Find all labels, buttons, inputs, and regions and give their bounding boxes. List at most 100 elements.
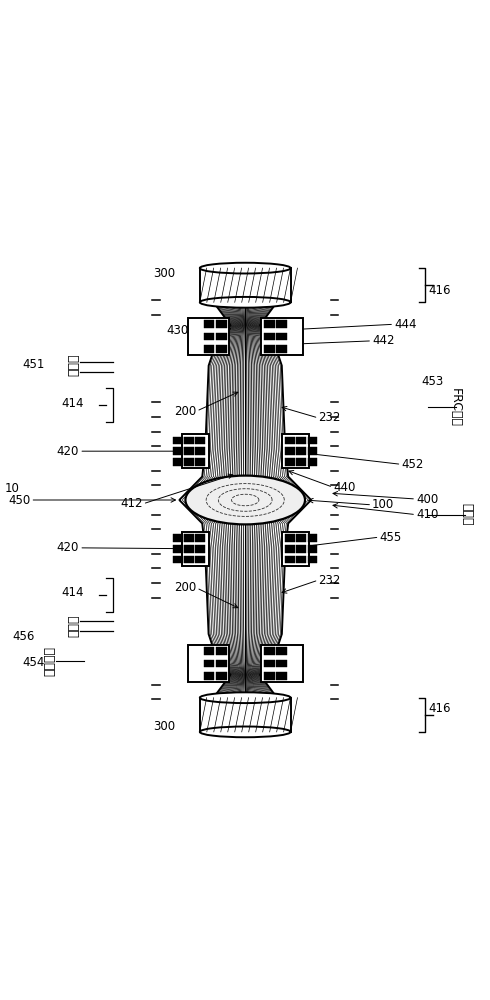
Text: 454: 454 xyxy=(23,656,45,669)
Bar xyxy=(200,268,291,302)
Bar xyxy=(173,534,183,542)
Text: 420: 420 xyxy=(57,445,79,458)
Ellipse shape xyxy=(200,263,291,273)
Bar xyxy=(296,545,306,553)
Bar xyxy=(264,647,274,655)
Bar xyxy=(285,556,295,563)
Bar xyxy=(196,458,205,466)
Bar xyxy=(296,458,306,466)
Text: 451: 451 xyxy=(23,358,45,371)
Text: 444: 444 xyxy=(394,318,416,331)
Text: 430: 430 xyxy=(167,324,189,337)
Text: 300: 300 xyxy=(153,720,176,733)
Text: 分界面: 分界面 xyxy=(67,353,80,376)
Ellipse shape xyxy=(200,692,291,703)
Text: 边缘层: 边缘层 xyxy=(67,615,80,637)
Bar xyxy=(182,434,209,468)
Bar xyxy=(204,647,215,655)
Text: 452: 452 xyxy=(401,458,424,471)
Text: 100: 100 xyxy=(372,498,394,511)
Text: 414: 414 xyxy=(62,397,84,410)
Text: 414: 414 xyxy=(62,586,84,599)
Bar xyxy=(296,556,306,563)
Bar xyxy=(216,672,227,680)
Bar xyxy=(276,647,287,655)
Bar xyxy=(296,447,306,455)
Bar xyxy=(264,672,274,680)
Bar xyxy=(184,545,194,553)
Text: 10: 10 xyxy=(5,482,20,495)
Bar xyxy=(182,532,209,566)
Bar xyxy=(196,447,205,455)
Bar xyxy=(184,556,194,563)
Bar xyxy=(308,556,318,563)
Bar xyxy=(296,437,306,444)
Text: 300: 300 xyxy=(153,267,176,280)
Text: 400: 400 xyxy=(416,493,439,506)
Text: 410: 410 xyxy=(416,508,439,521)
Bar xyxy=(216,660,227,667)
Bar xyxy=(276,660,287,667)
Text: 排放射流: 排放射流 xyxy=(44,646,56,676)
Bar xyxy=(285,534,295,542)
Bar xyxy=(261,318,303,355)
Text: 453: 453 xyxy=(421,375,443,388)
Bar xyxy=(196,534,205,542)
Bar xyxy=(204,672,215,680)
Bar xyxy=(285,447,295,455)
Bar xyxy=(196,545,205,553)
Ellipse shape xyxy=(200,297,291,308)
Text: 455: 455 xyxy=(379,531,402,544)
Text: 440: 440 xyxy=(333,481,355,494)
Bar xyxy=(173,556,183,563)
Bar xyxy=(184,534,194,542)
Text: 232: 232 xyxy=(318,574,341,587)
Bar xyxy=(264,345,274,353)
Bar xyxy=(276,672,287,680)
Bar xyxy=(264,320,274,328)
Bar xyxy=(261,645,303,682)
Bar xyxy=(173,545,183,553)
Bar xyxy=(282,434,309,468)
Bar xyxy=(204,345,215,353)
Bar xyxy=(285,437,295,444)
Bar xyxy=(308,545,318,553)
Bar xyxy=(285,545,295,553)
Bar xyxy=(188,318,229,355)
Bar xyxy=(184,437,194,444)
Bar xyxy=(173,458,183,466)
Text: 412: 412 xyxy=(120,497,143,510)
Bar xyxy=(264,333,274,340)
Text: 200: 200 xyxy=(174,581,196,594)
Bar xyxy=(308,458,318,466)
Bar xyxy=(216,345,227,353)
Ellipse shape xyxy=(200,727,291,737)
Bar xyxy=(204,660,215,667)
Text: 420: 420 xyxy=(57,541,79,554)
Text: 456: 456 xyxy=(12,630,34,643)
Bar xyxy=(204,320,215,328)
Text: FRC内部: FRC内部 xyxy=(449,388,462,427)
Bar xyxy=(188,645,229,682)
Bar xyxy=(308,437,318,444)
Text: 442: 442 xyxy=(372,334,394,347)
Text: 416: 416 xyxy=(428,702,451,715)
Text: 镜插塞: 镜插塞 xyxy=(461,503,474,526)
Text: 416: 416 xyxy=(428,284,451,297)
Bar xyxy=(264,660,274,667)
Bar xyxy=(173,447,183,455)
Bar xyxy=(204,333,215,340)
Bar xyxy=(196,437,205,444)
Bar xyxy=(276,345,287,353)
Bar xyxy=(200,698,291,732)
Bar xyxy=(276,320,287,328)
Bar xyxy=(282,532,309,566)
Bar xyxy=(296,534,306,542)
Bar xyxy=(173,437,183,444)
Bar xyxy=(308,447,318,455)
Bar xyxy=(276,333,287,340)
Bar xyxy=(285,458,295,466)
Bar xyxy=(184,447,194,455)
Ellipse shape xyxy=(185,476,305,524)
Bar xyxy=(216,647,227,655)
